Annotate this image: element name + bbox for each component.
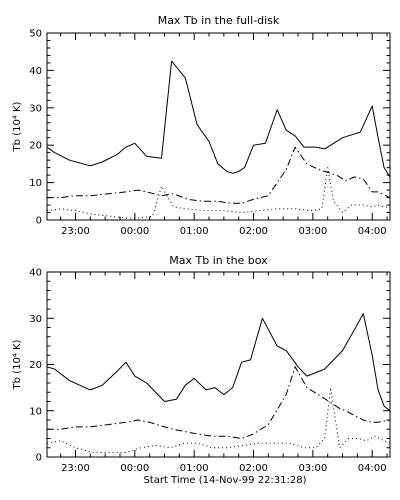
x-tick-label: 00:00 xyxy=(120,463,149,474)
y-axis-label: Tb (10⁴ K) xyxy=(12,101,23,152)
x-tick-label: 04:00 xyxy=(358,463,387,474)
x-tick-label: 03:00 xyxy=(298,226,327,237)
y-tick-label: 10 xyxy=(29,178,42,189)
x-tick-label: 02:00 xyxy=(239,226,268,237)
x-tick-label: 01:00 xyxy=(180,463,209,474)
y-axis-label: Tb (10⁴ K) xyxy=(12,339,23,390)
series-line-dash-dot xyxy=(47,366,391,439)
x-tick-label: 04:00 xyxy=(358,226,387,237)
y-tick-label: 10 xyxy=(29,406,42,417)
y-tick-label: 0 xyxy=(36,453,42,464)
y-tick-label: 40 xyxy=(29,268,42,279)
plot-frame xyxy=(46,32,391,221)
panel-box: Max Tb in the box Tb (10⁴ K) 0 10 20 30 40 23:0… xyxy=(12,254,391,474)
y-tick-label: 40 xyxy=(29,66,42,77)
x-tick-label: 23:00 xyxy=(61,463,90,474)
chart-title: Max Tb in the full-disk xyxy=(158,14,280,27)
y-tick-label: 20 xyxy=(29,360,42,371)
series-line-solid xyxy=(46,60,391,178)
x-tick-label: 00:00 xyxy=(120,226,149,237)
y-tick-label: 0 xyxy=(36,216,42,227)
x-axis-label: Start Time (14-Nov-99 22:31:28) xyxy=(143,475,306,486)
series-line-dash-dot xyxy=(47,146,391,204)
series-line-dotted xyxy=(46,387,391,453)
x-tick-label: 23:00 xyxy=(61,226,90,237)
y-tick-label: 20 xyxy=(29,141,42,152)
y-tick-label: 30 xyxy=(29,314,42,325)
y-tick-label: 30 xyxy=(29,103,42,114)
series-line-dotted xyxy=(46,167,390,219)
x-tick-label: 02:00 xyxy=(239,463,268,474)
chart-title: Max Tb in the box xyxy=(169,254,268,267)
x-tick-label: 01:00 xyxy=(180,226,209,237)
series-line-solid xyxy=(46,313,391,412)
y-tick-label: 50 xyxy=(29,29,42,40)
panel-full-disk: Max Tb in the full-disk Tb (10⁴ K) 0 10 20 30… xyxy=(12,14,391,237)
x-tick-label: 03:00 xyxy=(298,463,327,474)
